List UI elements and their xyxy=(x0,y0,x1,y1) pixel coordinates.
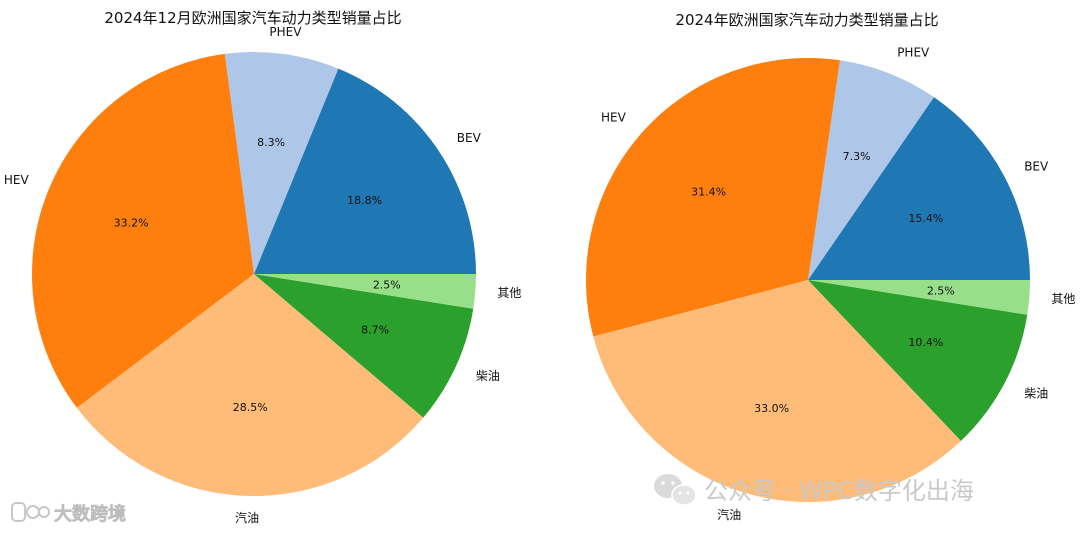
pie-label-left-hev: HEV xyxy=(4,173,30,187)
pie-percent-left-gasoline: 28.5% xyxy=(233,401,268,414)
pie-percent-left-other: 2.5% xyxy=(373,279,401,292)
watermark-right-text: 公众号 · WPC数字化出海 xyxy=(704,477,974,505)
pie-label-left-other: 其他 xyxy=(497,286,521,300)
watermark-left: 大数跨境 xyxy=(11,502,126,525)
pie-slice-right-bev xyxy=(808,97,1030,281)
pie-labels-left: 18.8% BEV 8.3% PHEV 33.2% HEV 28.5% 汽油 8.7% 柴油 2.5… xyxy=(4,25,522,525)
pie-slice-left-bev xyxy=(254,68,476,274)
pie-slice-right-other xyxy=(808,280,1030,315)
pie-slice-left-hev xyxy=(32,53,254,408)
pie-label-left-phev: PHEV xyxy=(269,25,302,39)
pie-slice-right-phev xyxy=(808,60,934,281)
pie-percent-right-phev: 7.3% xyxy=(843,150,871,163)
pie-percent-left-phev: 8.3% xyxy=(257,136,285,149)
watermark-left-text: 大数跨境 xyxy=(54,503,126,525)
chart-title-left: 2024年12月欧洲国家汽车动力类型销量占比 xyxy=(104,9,401,27)
pie-slices-left xyxy=(32,51,476,497)
wechat-icon xyxy=(654,474,697,506)
pie-slice-left-diesel xyxy=(254,274,474,418)
pie-slice-right-diesel xyxy=(808,280,1028,441)
pie-percent-right-hev: 31.4% xyxy=(691,185,726,198)
pie-label-right-hev: HEV xyxy=(601,110,627,124)
pie-label-right-gasoline: 汽油 xyxy=(717,507,741,522)
pie-label-right-other: 其他 xyxy=(1051,292,1075,306)
pie-percent-left-bev: 18.8% xyxy=(347,194,382,207)
pie-labels-right: 15.4% BEV 7.3% PHEV 31.4% HEV 33.0% 汽油 10.4% 柴油 2.… xyxy=(601,46,1075,522)
pie-slices-right xyxy=(586,57,1030,502)
chart-title-right: 2024年欧洲国家汽车动力类型销量占比 xyxy=(675,11,938,29)
pie-slice-left-phev xyxy=(224,51,339,274)
pie-label-right-phev: PHEV xyxy=(897,46,930,60)
pie-percent-left-diesel: 8.7% xyxy=(361,324,389,337)
pie-label-left-gasoline: 汽油 xyxy=(235,510,259,525)
pie-percent-left-hev: 33.2% xyxy=(114,217,149,230)
pie-slice-left-other xyxy=(254,274,476,309)
pie-chart-right: 2024年欧洲国家汽车动力类型销量占比 15.4% BEV 7.3% PHEV 31.4… xyxy=(586,11,1075,522)
pie-slice-left-gasoline xyxy=(76,274,424,497)
watermark-right: 公众号 · WPC数字化出海 xyxy=(654,474,974,506)
pie-percent-right-bev: 15.4% xyxy=(908,212,943,225)
brand-logo-icon xyxy=(11,502,50,522)
pie-chart-left: 2024年12月欧洲国家汽车动力类型销量占比 18.8% BEV 8.3% PHEV 3… xyxy=(4,9,522,525)
pie-percent-right-diesel: 10.4% xyxy=(908,336,943,349)
pie-percent-right-gasoline: 33.0% xyxy=(754,402,789,415)
pie-slice-right-hev xyxy=(586,57,840,337)
pie-label-right-bev: BEV xyxy=(1024,159,1049,173)
pie-label-right-diesel: 柴油 xyxy=(1024,387,1048,401)
pie-percent-right-other: 2.5% xyxy=(927,285,955,298)
pie-slice-right-gasoline xyxy=(593,280,961,502)
pie-label-left-diesel: 柴油 xyxy=(476,369,500,383)
pie-label-left-bev: BEV xyxy=(457,131,482,145)
